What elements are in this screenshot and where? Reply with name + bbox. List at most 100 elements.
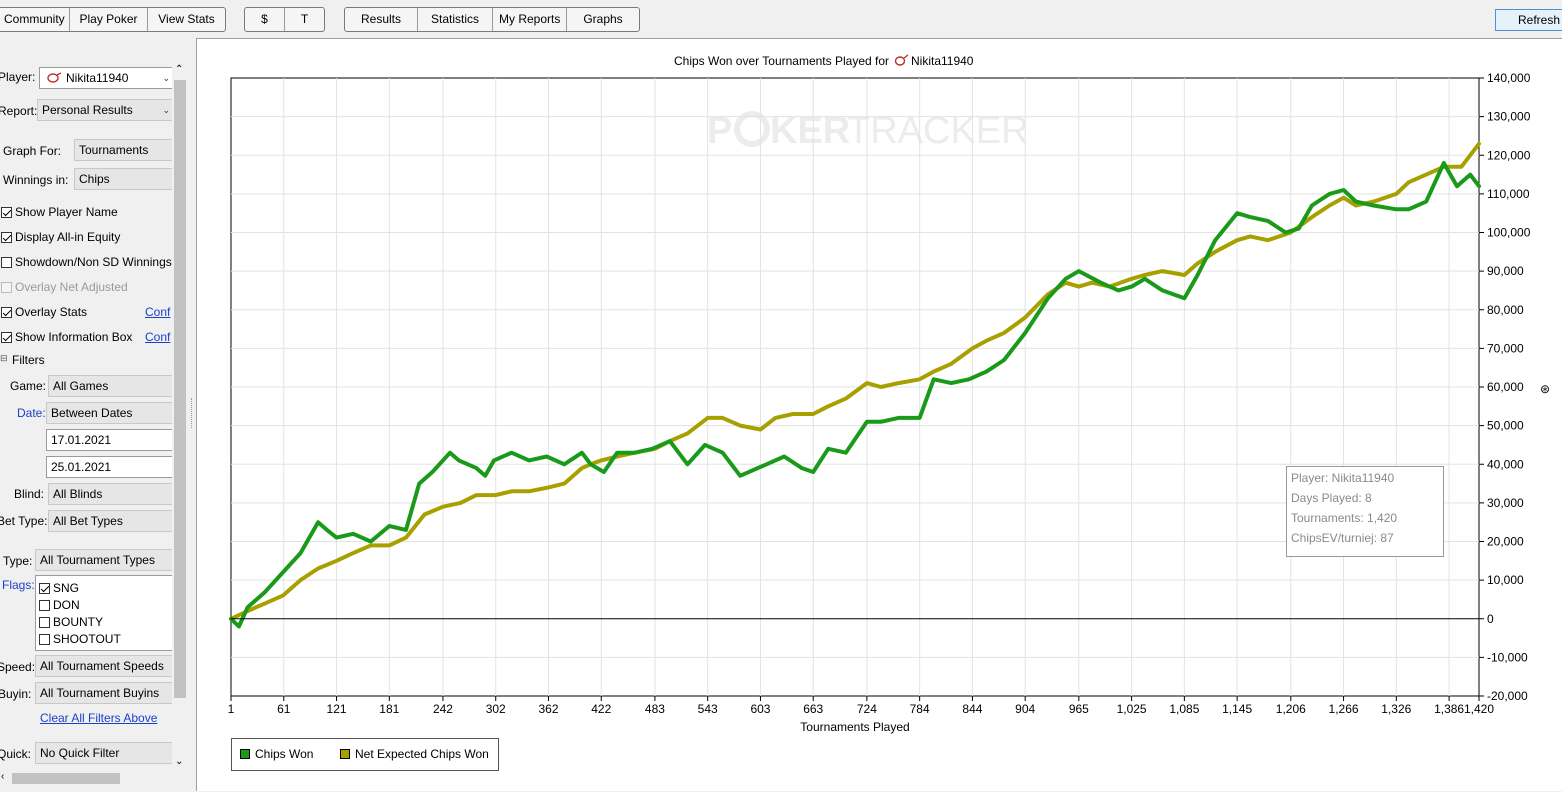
- splitter-grip[interactable]: [191, 398, 194, 428]
- checkbox-label: BOUNTY: [53, 615, 104, 629]
- flags-list: SNG DON BOUNTY SHOOTOUT: [35, 575, 174, 651]
- info-chipsev: ChipsEV/turniej: 87: [1291, 531, 1394, 545]
- x-tick-label: 904: [1015, 702, 1035, 716]
- y-tick-label: -20,000: [1487, 689, 1528, 703]
- flag-bounty-checkbox[interactable]: BOUNTY: [39, 615, 103, 629]
- show-information-box-checkbox[interactable]: Show Information Box: [1, 330, 132, 344]
- buyin-label: Buyin:: [0, 687, 32, 701]
- x-tick-label: 181: [379, 702, 399, 716]
- chart-legend: Chips Won Net Expected Chips Won: [231, 738, 499, 771]
- buyin-select[interactable]: All Tournament Buyins: [35, 682, 174, 704]
- my-reports-button[interactable]: My Reports: [493, 8, 567, 31]
- scrollbar-thumb[interactable]: [12, 773, 120, 784]
- view-stats-button[interactable]: View Stats: [158, 12, 215, 26]
- x-tick-label: 724: [857, 702, 877, 716]
- y-tick-label: 90,000: [1487, 264, 1524, 278]
- statistics-button[interactable]: Statistics: [418, 8, 493, 31]
- checkbox-unchecked-icon: [1, 256, 12, 268]
- flags-label-link[interactable]: Flags:: [2, 578, 35, 592]
- axis-layer: 1 61 121 181 242 302 362 422 483 543 603 663 724 784 8…: [228, 71, 1531, 716]
- y-axis-marker-icon: ⊛: [1540, 382, 1550, 396]
- poker-site-icon: [47, 72, 62, 83]
- date-from-input[interactable]: 17.01.2021: [46, 429, 174, 451]
- blind-label: Blind:: [14, 487, 45, 501]
- flag-shootout-checkbox[interactable]: SHOOTOUT: [39, 632, 121, 646]
- refresh-button[interactable]: Refresh: [1495, 9, 1562, 31]
- play-poker-button[interactable]: Play Poker: [70, 8, 148, 31]
- chevron-down-icon: ⌄: [162, 73, 170, 83]
- sidebar-vertical-scrollbar[interactable]: ⌃ ⌄: [172, 62, 188, 774]
- info-player: Player: Nikita11940: [1291, 471, 1395, 485]
- player-select[interactable]: Nikita11940 ⌄: [39, 67, 175, 89]
- speed-label: Speed:: [0, 660, 36, 674]
- overlay-net-adjusted-checkbox: Overlay Net Adjusted: [1, 280, 128, 294]
- flag-sng-checkbox[interactable]: SNG: [39, 581, 79, 595]
- overlay-stats-conf-link[interactable]: Conf: [145, 305, 171, 319]
- showdown-winnings-checkbox[interactable]: Showdown/Non SD Winnings: [1, 255, 172, 269]
- y-tick-label: 140,000: [1487, 71, 1531, 85]
- x-tick-label: 1,025: [1117, 702, 1147, 716]
- chevron-down-icon[interactable]: ⌄: [175, 756, 184, 767]
- graphs-button[interactable]: Graphs: [583, 12, 623, 26]
- tournament-type-select[interactable]: All Tournament Types: [35, 549, 174, 571]
- x-tick-label: 483: [645, 702, 665, 716]
- date-select[interactable]: Between Dates: [46, 402, 174, 424]
- checkbox-checked-icon: [1, 206, 12, 218]
- checkbox-label: Display All-in Equity: [15, 230, 121, 244]
- graph-for-select[interactable]: Tournaments: [74, 139, 174, 161]
- display-all-in-equity-checkbox[interactable]: Display All-in Equity: [1, 230, 120, 244]
- x-tick-label: 1,420: [1464, 702, 1494, 716]
- chevron-left-icon[interactable]: ‹: [1, 771, 5, 782]
- nav-button-group: Community Play Poker View Stats: [0, 7, 226, 32]
- scrollbar-thumb[interactable]: [174, 80, 186, 698]
- x-tick-label: 784: [910, 702, 930, 716]
- x-tick-label: 1,326: [1381, 702, 1411, 716]
- legend-label: Chips Won: [255, 747, 314, 761]
- y-tick-label: 60,000: [1487, 380, 1524, 394]
- chart-title: Chips Won over Tournaments Played for: [674, 54, 889, 68]
- graph-panel: Chips Won over Tournaments Played for Ni…: [196, 38, 1562, 791]
- filter-sidebar: Player: Nikita11940 ⌄ Report: Personal R…: [0, 38, 188, 791]
- show-player-name-checkbox[interactable]: Show Player Name: [1, 205, 118, 219]
- chevron-up-icon[interactable]: ⌃: [175, 64, 184, 75]
- x-tick-label: 242: [433, 702, 453, 716]
- collapse-icon[interactable]: ⊟: [0, 353, 8, 363]
- player-select-value: Nikita11940: [66, 71, 129, 85]
- report-select[interactable]: Personal Results ⌄: [37, 99, 175, 121]
- checkbox-label: SNG: [53, 581, 80, 595]
- overlay-stats-checkbox[interactable]: Overlay Stats: [1, 305, 87, 319]
- type-label: Type:: [3, 554, 33, 568]
- sidebar-horizontal-scrollbar[interactable]: ‹: [0, 770, 172, 787]
- y-tick-label: 130,000: [1487, 110, 1531, 124]
- dollar-button[interactable]: $: [245, 8, 285, 31]
- bet-type-select[interactable]: All Bet Types: [48, 510, 174, 532]
- checkbox-unchecked-icon: [39, 633, 50, 645]
- view-button-group: Results Statistics My Reports Graphs: [344, 7, 640, 32]
- x-tick-label: 1: [228, 702, 235, 716]
- tournament-chips-button[interactable]: T: [300, 12, 309, 26]
- y-tick-label: 80,000: [1487, 303, 1524, 317]
- clear-all-filters-link[interactable]: Clear All Filters Above: [40, 711, 158, 725]
- results-button[interactable]: Results: [345, 8, 418, 31]
- blind-select[interactable]: All Blinds: [48, 483, 174, 505]
- winnings-in-select[interactable]: Chips: [74, 168, 174, 190]
- info-box-conf-link[interactable]: Conf: [145, 330, 171, 344]
- panel-splitter[interactable]: [188, 38, 196, 791]
- speed-select[interactable]: All Tournament Speeds: [35, 655, 174, 677]
- flag-don-checkbox[interactable]: DON: [39, 598, 80, 612]
- x-tick-label: 362: [538, 702, 558, 716]
- x-tick-label: 844: [962, 702, 982, 716]
- checkbox-label: Showdown/Non SD Winnings: [15, 255, 172, 269]
- community-button[interactable]: Community: [0, 8, 70, 31]
- results-chart: Chips Won over Tournaments Played for Ni…: [228, 54, 1550, 734]
- y-tick-label: 10,000: [1487, 573, 1524, 587]
- checkbox-checked-icon: [1, 306, 12, 318]
- checkbox-checked-icon: [39, 582, 50, 594]
- checkbox-label: Show Player Name: [15, 205, 118, 219]
- x-axis-label: Tournaments Played: [800, 720, 909, 734]
- game-select[interactable]: All Games: [48, 375, 174, 397]
- quick-filter-select[interactable]: No Quick Filter: [35, 742, 174, 764]
- chart-title-player: Nikita11940: [911, 54, 974, 68]
- date-to-input[interactable]: 25.01.2021: [46, 456, 174, 478]
- date-label-link[interactable]: Date:: [17, 406, 46, 420]
